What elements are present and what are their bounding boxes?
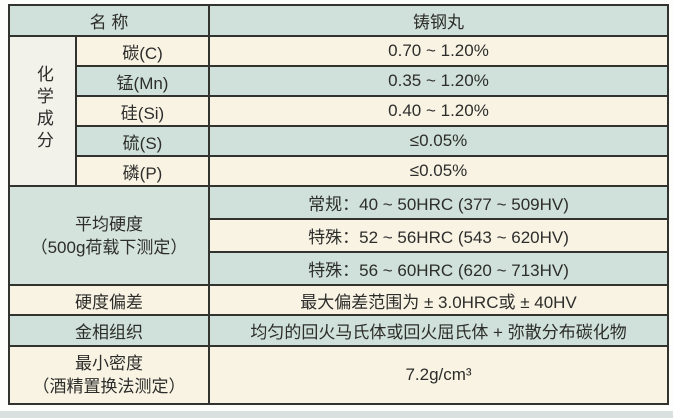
hardness-value-special-1: 特殊：52 ~ 56HRC (543 ~ 620HV) xyxy=(308,228,569,247)
element-value-phosphorus: ≤0.05% xyxy=(409,161,468,180)
hardness-value-cell: 特殊：56 ~ 60HRC (620 ~ 713HV) xyxy=(208,251,670,286)
element-value-cell: 0.70 ~ 1.20% xyxy=(208,35,670,67)
chem-row-carbon: 化学成分 碳(C) 0.70 ~ 1.20% xyxy=(8,35,670,187)
element-value-cell: 0.35 ~ 1.20% xyxy=(208,65,670,97)
element-value-sulfur: ≤0.05% xyxy=(409,131,468,150)
chem-group-label-cell: 化学成分 xyxy=(8,35,77,187)
element-label-cell: 锰(Mn) xyxy=(74,65,211,97)
chem-row-sulfur: 硫(S) ≤0.05% xyxy=(9,125,670,157)
element-label-manganese: 锰(Mn) xyxy=(116,73,169,93)
chem-row-manganese: 锰(Mn) 0.35 ~ 1.20% xyxy=(9,65,670,97)
element-label-phosphorus: 磷(P) xyxy=(122,163,163,183)
hardness-group-label-line1: 平均硬度 xyxy=(75,214,143,234)
structure-label-cell: 金相组织 xyxy=(7,314,211,347)
element-label-carbon: 碳(C) xyxy=(122,43,163,63)
hardness-row-special-1: 特殊：52 ~ 56HRC (543 ~ 620HV) xyxy=(9,218,670,253)
name-label-cell: 名 称 xyxy=(7,4,211,37)
structure-value: 均匀的回火马氏体或回火屈氏体 + 弥散分布碳化物 xyxy=(250,323,627,342)
element-value-cell: 0.40 ~ 1.20% xyxy=(208,95,670,127)
density-value: 7.2g/cm³ xyxy=(405,365,472,384)
density-label-cell: 最小密度 （酒精置换法测定） xyxy=(7,345,211,405)
structure-value-cell: 均匀的回火马氏体或回火屈氏体 + 弥散分布碳化物 xyxy=(208,314,670,347)
density-row: 最小密度 （酒精置换法测定） 7.2g/cm³ xyxy=(7,345,670,405)
structure-label: 金相组织 xyxy=(75,323,143,342)
chem-group-label: 化学成分 xyxy=(33,64,53,153)
spec-table: 名 称 铸钢丸 化学成分 碳(C) 0.70 ~ 1.20% 锰(Mn) 0.3… xyxy=(7,4,670,405)
density-value-cell: 7.2g/cm³ xyxy=(208,345,670,405)
element-label-sulfur: 硫(S) xyxy=(122,133,163,153)
element-value-cell: ≤0.05% xyxy=(208,125,670,157)
element-value-manganese: 0.35 ~ 1.20% xyxy=(388,71,489,90)
scan-shadow-edge xyxy=(0,411,673,418)
element-value-carbon: 0.70 ~ 1.20% xyxy=(388,41,489,60)
deviation-value: 最大偏差范围为 ± 3.0HRC或 ± 40HV xyxy=(300,292,577,312)
hardness-group-label-line2: （500g荷载下测定） xyxy=(30,237,188,257)
name-value-cell: 铸钢丸 xyxy=(208,4,670,37)
deviation-label: 硬度偏差 xyxy=(75,292,143,312)
deviation-label-cell: 硬度偏差 xyxy=(7,284,211,316)
chem-row-phosphorus: 磷(P) ≤0.05% xyxy=(9,155,670,187)
density-label-line1: 最小密度 xyxy=(75,354,143,373)
hardness-group-label-cell: 平均硬度 （500g荷载下测定） xyxy=(7,185,211,286)
hardness-row-normal: 平均硬度 （500g荷载下测定） 常规：40 ~ 50HRC (377 ~ 50… xyxy=(7,185,670,286)
deviation-value-cell: 最大偏差范围为 ± 3.0HRC或 ± 40HV xyxy=(208,284,670,316)
chem-row-silicon: 硅(Si) 0.40 ~ 1.20% xyxy=(9,95,670,127)
element-label-cell: 磷(P) xyxy=(74,155,211,187)
element-value-silicon: 0.40 ~ 1.20% xyxy=(388,101,489,120)
name-value: 铸钢丸 xyxy=(413,13,465,32)
name-label: 名 称 xyxy=(89,13,129,32)
element-label-cell: 碳(C) xyxy=(74,35,211,67)
element-label-silicon: 硅(Si) xyxy=(120,103,165,123)
element-label-cell: 硫(S) xyxy=(74,125,211,157)
hardness-value-special-2: 特殊：56 ~ 60HRC (620 ~ 713HV) xyxy=(308,261,569,280)
hardness-value-cell: 常规：40 ~ 50HRC (377 ~ 509HV) xyxy=(208,185,670,220)
hardness-value-normal: 常规：40 ~ 50HRC (377 ~ 509HV) xyxy=(308,195,569,214)
density-label-line2: （酒精置换法测定） xyxy=(32,377,186,396)
deviation-row: 硬度偏差 最大偏差范围为 ± 3.0HRC或 ± 40HV xyxy=(7,284,670,316)
structure-row: 金相组织 均匀的回火马氏体或回火屈氏体 + 弥散分布碳化物 xyxy=(7,314,670,347)
element-label-cell: 硅(Si) xyxy=(74,95,211,127)
element-value-cell: ≤0.05% xyxy=(208,155,670,187)
hardness-row-special-2: 特殊：56 ~ 60HRC (620 ~ 713HV) xyxy=(9,251,670,286)
hardness-value-cell: 特殊：52 ~ 56HRC (543 ~ 620HV) xyxy=(208,218,670,253)
